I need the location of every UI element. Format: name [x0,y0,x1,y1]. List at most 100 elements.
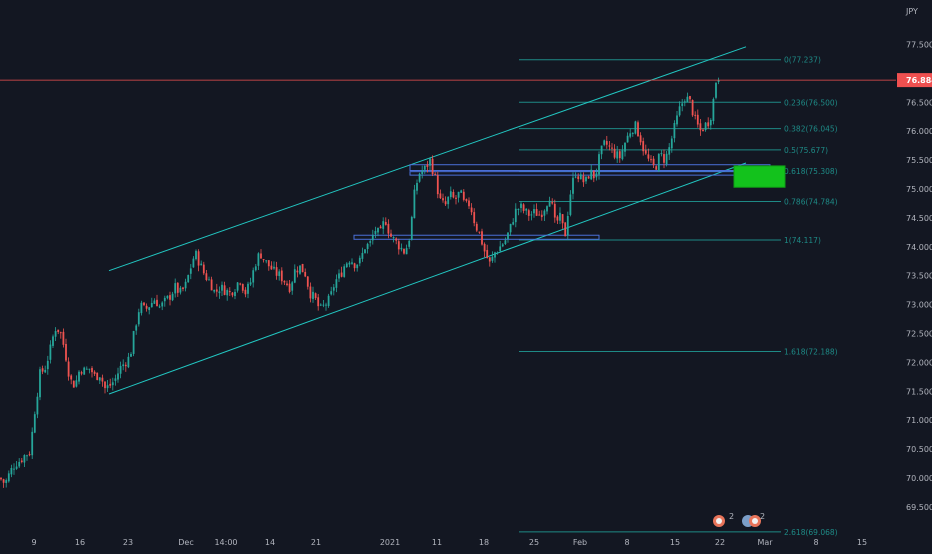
candle-body [252,270,255,283]
candle-body [462,191,465,200]
candle-body [260,253,262,259]
candle-body [486,250,489,258]
candle-body [254,266,257,271]
candle-body [702,129,704,131]
candle-body [663,154,665,163]
candle-body [309,286,312,299]
price-tick-label: 70.000 [906,474,932,483]
fib-level-label: 0(77.237) [784,56,821,65]
candle-body [377,227,379,233]
candle-body [59,332,62,334]
event-badge-count: 2 [760,512,765,521]
candle-body [590,169,593,180]
candle-body [236,282,239,291]
candle-body [387,223,390,234]
event-badges[interactable]: 2 2 [713,512,765,527]
candle-body [317,297,320,307]
candle-body [33,414,36,433]
candle-body [548,200,551,207]
candle-body [93,371,96,374]
candle-body [603,140,606,145]
candle-body [166,295,169,299]
candle-body [717,80,720,82]
event-badge-2[interactable]: 2 [742,512,765,527]
candle-body [572,177,574,194]
candle-body [400,247,403,250]
candle-body [694,114,697,116]
candle-body [564,222,567,237]
candle-body [504,240,507,244]
candle-body [707,122,710,127]
price-tick-label: 72.000 [906,358,932,367]
candle-body [423,165,426,170]
candle-body [267,260,270,267]
candle-body [436,175,439,195]
candle-body [587,176,590,179]
candle-body [325,304,327,306]
channel-lower-line[interactable] [108,162,747,395]
candle-body [88,368,91,370]
candle-body [579,174,582,180]
candle-body [158,306,161,308]
candle-body [585,176,587,182]
price-axis[interactable]: JPY 69.500 70.000 70.500 71.000 71.500 72.000… [905,7,932,512]
candle-body [582,175,585,183]
candle-body [405,248,408,255]
candle-body [132,331,135,354]
candle-body [10,468,13,475]
candle-body [712,99,715,122]
fib-level-label: 1(74.117) [784,236,821,245]
candle-body [621,150,624,160]
zones[interactable] [353,164,786,240]
candle-body [382,221,385,229]
candle-body [556,216,559,221]
candle-body [148,307,151,311]
channel-upper-line[interactable] [108,46,747,272]
price-tick-label: 76.500 [906,98,932,107]
event-badge-1[interactable]: 2 [713,512,734,527]
candle-body [483,243,486,252]
support-box[interactable] [353,234,600,240]
candle-body [691,100,694,116]
candle-body [600,145,603,155]
candle-body [366,243,369,249]
candle-body [301,263,304,273]
last-price-label: 76.884 [906,76,932,85]
candle-body [2,479,5,483]
candle-body [553,203,556,218]
candle-body [215,289,218,292]
candle-body [135,325,138,331]
price-tick-label: 74.000 [906,243,932,252]
candle-body [114,378,117,381]
candle-body [395,238,398,241]
candle-body [338,273,340,279]
candle-body [62,331,65,345]
price-tick-label: 69.500 [906,503,932,512]
candle-body [345,263,348,268]
candle-body [330,291,333,295]
target-zone[interactable] [733,165,786,188]
candle-body [533,209,535,214]
candle-body [392,236,395,238]
candle-body [447,196,450,205]
fib-level-label: 0.5(75.677) [784,146,828,155]
price-tick-label: 71.000 [906,416,932,425]
time-axis[interactable]: 9 16 23 Dec 14:00 14 21 2021 11 18 25 Feb 8 15 22 Mar 8 1… [31,538,867,547]
candle-body [278,271,281,277]
candle-body [205,273,208,280]
candle-body [322,304,325,306]
candles [0,77,720,488]
candle-body [150,302,153,308]
candle-body [140,302,143,314]
parallel-channel[interactable] [108,46,747,395]
candle-body [163,297,166,302]
candle-body [296,270,299,273]
candle-body [332,287,335,291]
candle-body [514,208,517,223]
candle-body [241,284,244,291]
candle-body [683,101,686,103]
candle-body [275,267,278,276]
time-tick-label: 22 [715,538,725,547]
